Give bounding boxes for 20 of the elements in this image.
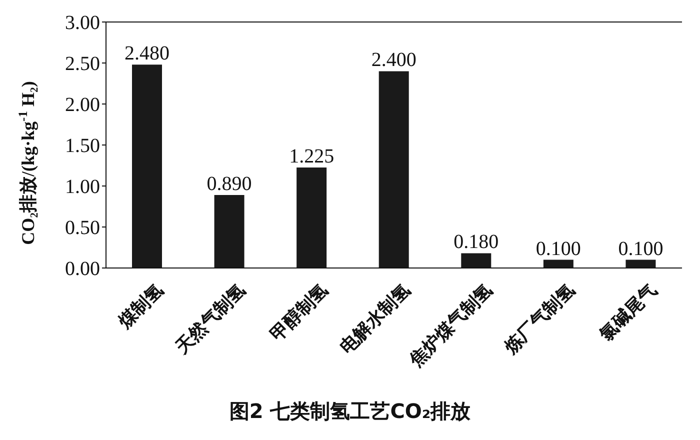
data-label: 0.180: [454, 231, 499, 254]
y-tick-label: 3.00: [65, 12, 100, 34]
x-tick-label: 煤制氢: [114, 280, 168, 334]
data-label: 0.890: [206, 173, 252, 196]
y-tick-label: 2.50: [65, 53, 100, 76]
y-tick-label: 0.50: [65, 217, 100, 240]
y-tick-label: 0.00: [65, 258, 100, 280]
text: 图2 七类制氢工艺CO₂排放: [229, 399, 472, 423]
data-label: 2.400: [371, 49, 416, 72]
data-label: 1.225: [289, 146, 334, 168]
x-tick-label: 炼厂气制氢: [500, 280, 580, 359]
data-label: 0.100: [618, 238, 664, 260]
y-tick-label: 1.50: [65, 135, 100, 158]
x-tick-label: 氯碱尾气: [594, 280, 662, 346]
y-tick-label: 2.00: [65, 94, 100, 116]
y-tick-label: 1.00: [65, 176, 100, 198]
x-tick-label: 甲醇制氢: [266, 280, 332, 346]
data-label: 0.100: [536, 238, 581, 260]
data-label: 2.480: [124, 42, 170, 65]
x-tick-label: 天然气制氢: [170, 280, 250, 359]
